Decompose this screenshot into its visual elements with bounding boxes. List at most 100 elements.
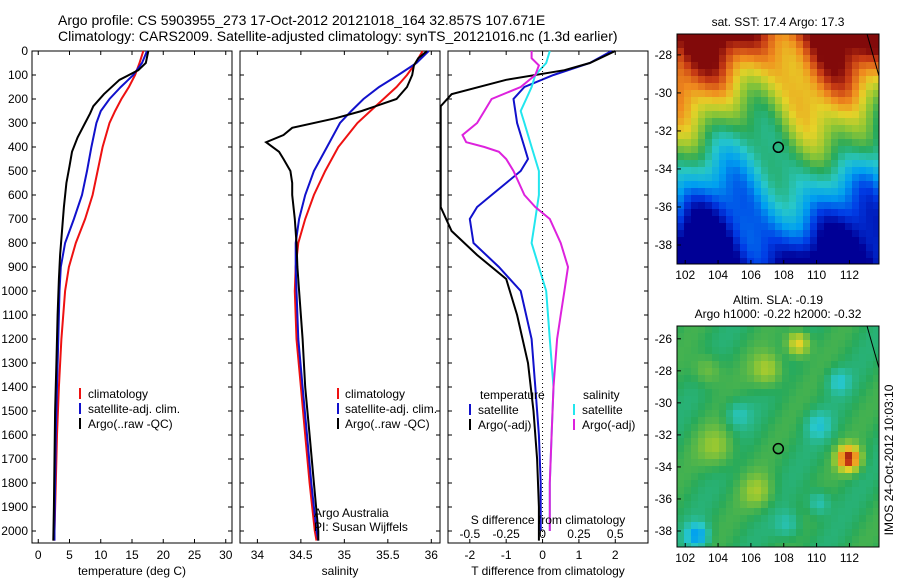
map-cell	[726, 487, 733, 494]
map-cell	[803, 223, 810, 230]
map-cell	[852, 368, 859, 375]
map-cell	[761, 104, 768, 111]
map-cell	[824, 167, 831, 174]
map-cell	[719, 347, 726, 354]
y-tick-label: 900	[8, 260, 28, 274]
map-cell	[733, 125, 740, 132]
secondary-tick-label: 0	[539, 527, 546, 541]
map-cell	[845, 174, 852, 181]
map-cell	[845, 230, 852, 237]
x-tick-label: 112	[840, 551, 859, 565]
map-cell	[817, 438, 824, 445]
map-cell	[740, 258, 747, 264]
map-cell	[817, 251, 824, 258]
map-cell	[719, 389, 726, 396]
map-cell	[810, 515, 817, 522]
map-cell	[789, 543, 796, 547]
map-cell	[831, 244, 838, 251]
map-cell	[712, 515, 719, 522]
y-tick-label: 1200	[1, 332, 28, 346]
map-cell	[803, 375, 810, 382]
map-cell	[754, 536, 761, 543]
map-cell	[747, 55, 754, 62]
map-cell	[768, 153, 775, 160]
map-cell	[817, 424, 824, 431]
map-cell	[817, 389, 824, 396]
map-cell	[838, 251, 845, 258]
map-cell	[838, 508, 845, 515]
map-cell	[852, 494, 859, 501]
map-cell	[768, 41, 775, 48]
map-cell	[761, 347, 768, 354]
map-cell	[761, 508, 768, 515]
map-cell	[712, 431, 719, 438]
map-cell	[740, 410, 747, 417]
map-cell	[677, 69, 684, 76]
x-tick-label: 15	[125, 548, 139, 562]
map-cell	[782, 494, 789, 501]
map-cell	[831, 445, 838, 452]
map-cell	[761, 202, 768, 209]
map-cell	[712, 48, 719, 55]
y-tick-label: 200	[8, 92, 28, 106]
map-cell	[817, 403, 824, 410]
map-cell	[740, 522, 747, 529]
map-cell	[838, 97, 845, 104]
map-cell	[747, 487, 754, 494]
map-cell	[677, 445, 684, 452]
map-cell	[754, 223, 761, 230]
map-cell	[873, 258, 879, 264]
map-cell	[754, 354, 761, 361]
map-cell	[691, 76, 698, 83]
map-cell	[838, 55, 845, 62]
map-cell	[859, 522, 866, 529]
map-cell	[712, 396, 719, 403]
map-cell	[817, 160, 824, 167]
map-cell	[768, 181, 775, 188]
map-cell	[873, 480, 879, 487]
map-cell	[726, 424, 733, 431]
map-cell	[684, 459, 691, 466]
map-cell	[733, 97, 740, 104]
map-cell	[768, 417, 775, 424]
map-cell	[761, 459, 768, 466]
map-cell	[831, 466, 838, 473]
map-cell	[775, 340, 782, 347]
map-cell	[684, 326, 691, 333]
map-cell	[684, 417, 691, 424]
map-cell	[768, 480, 775, 487]
map-cell	[712, 340, 719, 347]
map-cell	[768, 410, 775, 417]
map-cell	[782, 195, 789, 202]
map-cell	[705, 146, 712, 153]
y-tick-label: -28	[655, 364, 673, 378]
map-cell	[712, 41, 719, 48]
map-cell	[740, 188, 747, 195]
map-cell	[733, 473, 740, 480]
map-cell	[775, 410, 782, 417]
map-cell	[705, 111, 712, 118]
map-cell	[796, 62, 803, 69]
map-cell	[803, 167, 810, 174]
map-cell	[740, 515, 747, 522]
map-cell	[705, 83, 712, 90]
map-cell	[740, 466, 747, 473]
map-cell	[803, 333, 810, 340]
map-cell	[719, 230, 726, 237]
map-cell	[782, 83, 789, 90]
map-cell	[768, 167, 775, 174]
map-cell	[740, 146, 747, 153]
map-cell	[789, 167, 796, 174]
map-cell	[719, 90, 726, 97]
map-cell	[810, 333, 817, 340]
map-cell	[782, 258, 789, 264]
map-cell	[810, 347, 817, 354]
map-cell	[796, 90, 803, 97]
map-cell	[719, 62, 726, 69]
map-cell	[859, 354, 866, 361]
map-cell	[761, 244, 768, 251]
map-cell	[845, 536, 852, 543]
map-cell	[810, 118, 817, 125]
map-cell	[691, 146, 698, 153]
map-cell	[712, 174, 719, 181]
